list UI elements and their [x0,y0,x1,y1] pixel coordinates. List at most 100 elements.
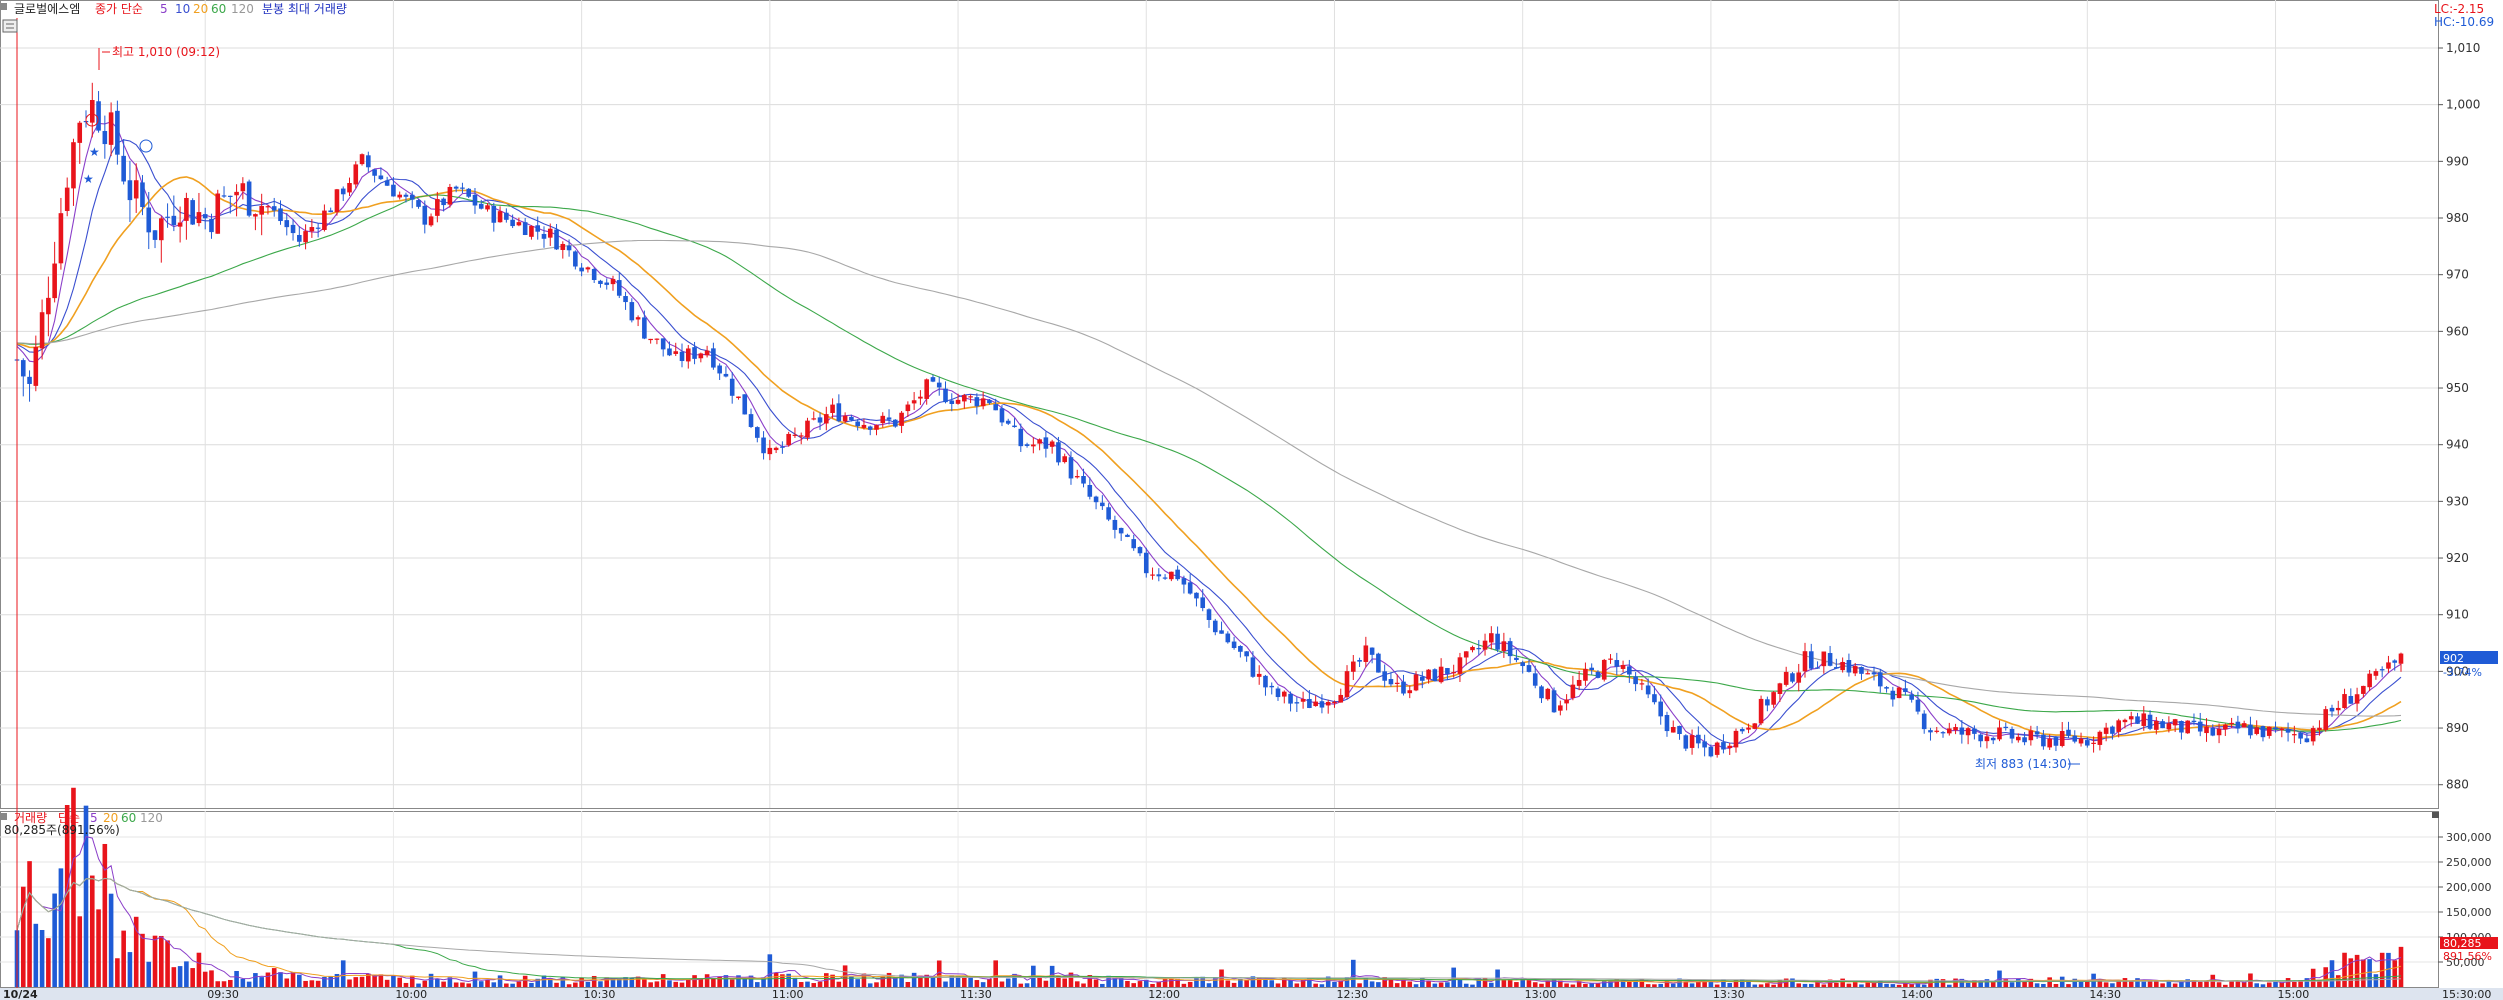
volume-bar [2298,980,2303,987]
candle-body [2248,724,2253,736]
candle-body [1589,667,1594,671]
candle-body [1702,741,1707,748]
x-tick-label: 15:30:00 [2442,988,2491,1000]
volume-bar [2116,980,2121,987]
volume-bar [221,981,227,987]
volume-bar [146,961,152,987]
candle-body [221,195,227,197]
ma-line-10 [16,139,2402,744]
volume-bar [2367,959,2372,987]
volume-bar [52,893,57,987]
candle-body [918,396,923,399]
candle-body [2354,694,2360,704]
candle-body [792,434,798,436]
volume-bar [2160,983,2165,987]
candle-body [1758,698,1764,724]
candle-body [1357,659,1362,662]
candle-body [598,280,603,284]
volume-bar [2260,984,2266,987]
volume-bar [1118,978,1124,987]
volume-bar [1551,979,1557,987]
candle-body [1137,547,1143,554]
volume-bar [2348,958,2354,987]
volume-bar [2329,960,2335,987]
x-tick-label: 15:00 [2278,988,2310,1000]
candle-body [805,420,810,438]
menu-icon[interactable] [2,19,18,33]
candle-body [478,203,484,209]
candle-body [2323,709,2329,730]
volume-bar [1526,979,1532,987]
volume-bar [1206,983,1212,987]
volume-bar [1137,981,1143,987]
candle-body [1244,651,1249,657]
y-tick-label: 1,000 [2446,98,2480,112]
candle-body [259,206,264,215]
volume-bar [2273,981,2278,987]
volume-bar [729,979,735,987]
candle-body [1231,641,1237,648]
candle-body [334,189,340,213]
candle-body [698,353,704,359]
candle-body [905,404,911,412]
candle-body [366,155,371,168]
volume-bar [642,979,647,987]
candle-body [1765,699,1770,706]
candle-body [1877,672,1883,687]
volume-bar [253,973,258,987]
candle-body [911,400,917,404]
candle-body [2147,714,2153,729]
volume-bar [1194,977,1199,987]
candle-body [1576,679,1582,686]
candle-body [372,169,377,176]
volume-bar [1840,978,1845,987]
candle-body [1652,694,1657,703]
volume-collapse-icon[interactable] [2432,812,2439,818]
volume-bar [1238,978,1243,987]
volume-bar [899,974,904,987]
y-tick-label: 960 [2446,324,2469,338]
volume-bar [1369,981,1375,987]
volume-bar [271,968,277,987]
candle-body [121,155,126,182]
candle-body [648,338,653,341]
candle-body [780,446,785,448]
candle-body [1225,633,1231,643]
volume-bar [1808,983,1814,987]
candle-body [1928,730,1933,733]
candle-body [46,297,51,315]
volume-bar [2128,980,2134,987]
price-panel-border [0,0,2439,809]
candle-body [1721,742,1726,750]
candle-body [39,312,45,349]
candle-body [71,142,76,189]
volume-bar [855,979,860,987]
volume-bar [1890,984,1896,987]
candle-body [1670,727,1676,733]
candle-body [717,365,722,374]
candle-body [591,268,597,280]
volume-ma-line-5 [16,836,2402,985]
candle-body [2292,734,2297,736]
volume-bar [1859,984,1864,987]
candle-body [1558,705,1563,711]
volume-bar [1231,982,1237,987]
x-tick-label: 09:30 [207,988,239,1000]
candle-body [391,184,396,197]
candle-body [1376,653,1381,673]
candle-body [472,194,478,206]
candle-body [1338,694,1344,703]
header-toggle-icon[interactable] [1,3,7,10]
volume-bar [353,977,359,987]
volume-bar [1620,980,1626,987]
volume-bar [1131,983,1137,987]
candle-body [1984,736,1990,742]
volume-bar [704,974,710,987]
candle-body [635,317,641,320]
volume-bar [1438,982,1444,987]
volume-bar [2386,952,2391,987]
y-tick-label: 950 [2446,381,2469,395]
volume-bar [1018,983,1024,987]
volume-toggle-icon[interactable] [1,813,7,820]
volume-title: 거래량 [14,811,47,825]
